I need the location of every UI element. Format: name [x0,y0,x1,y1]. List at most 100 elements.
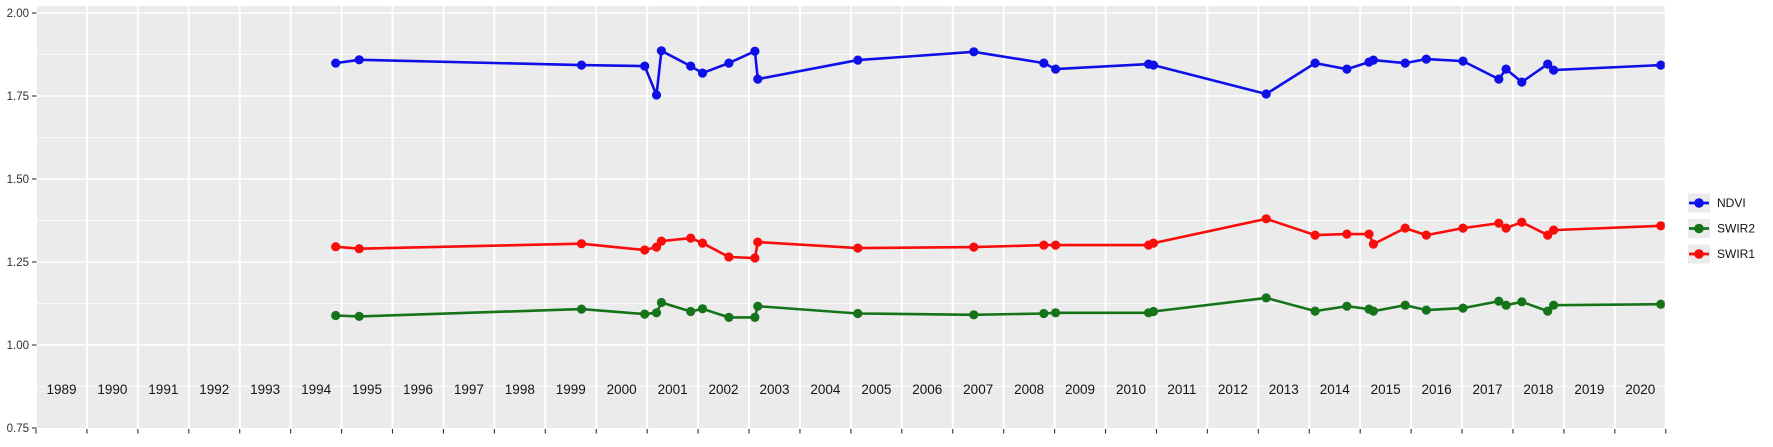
swir2-point [1400,300,1410,310]
year-label: 2010 [1116,382,1146,397]
y-axis-label: 1.00 [7,340,29,352]
swir2-point [697,304,708,314]
year-label: 1991 [148,382,178,397]
ndvi-point [1656,60,1665,70]
swir2-point [1517,297,1527,307]
swir2-point [750,312,760,322]
swir1-point [1310,230,1320,240]
year-panel [87,6,137,428]
swir2-point [1051,308,1061,318]
year-panel [1513,6,1563,428]
swir2-point [1342,301,1352,311]
year-label: 2019 [1574,382,1604,397]
swir2-point [1421,305,1431,315]
year-panel [1564,6,1614,428]
legend: NDVI SWIR2 SWIR1 [1688,193,1755,264]
ndvi-point [1039,58,1049,68]
year-label: 2007 [963,382,993,397]
y-axis-label: 0.75 [7,423,29,435]
swir1-point [1501,223,1511,233]
ndvi-point [750,46,760,56]
swir2-point [724,312,734,322]
swir2-point [1368,306,1378,316]
year-label: 2002 [709,382,739,397]
swir2-point [1494,296,1504,306]
ndvi-point [1517,77,1527,87]
year-label: 2011 [1167,382,1196,397]
swir1-point [1549,225,1559,235]
year-panel [444,6,494,428]
year-strip-labels: 1989 1990 1991 1992 1993 1994 1995 1996 1997 1998… [46,382,1655,397]
legend-label-ndvi: NDVI [1717,196,1746,210]
year-label: 1990 [97,382,127,397]
year-panel [495,6,545,428]
y-axis-label: 1.50 [7,174,29,186]
year-label: 1995 [352,382,382,397]
swir2-point [331,310,341,321]
swir2-point [1310,306,1320,316]
swir1-point [1342,229,1352,239]
swir1-point [1421,230,1431,240]
swir1-point [1494,218,1504,228]
swir2-point [853,308,863,319]
year-panel [1615,6,1665,428]
ndvi-point [1494,74,1504,84]
year-panel [648,6,698,428]
year-label: 1993 [250,382,280,397]
y-axis-label: 1.25 [7,257,29,269]
year-panel [37,6,86,428]
year-panel [1004,6,1054,428]
year-panel [393,6,443,428]
year-label: 1989 [46,382,76,397]
swir1-point [753,237,763,247]
year-label: 2005 [861,382,891,397]
swir2-point [1148,306,1159,317]
year-panel [1310,6,1360,428]
swir1-point [724,252,734,262]
y-axis-label: 2.00 [7,8,29,20]
ndvi-point [576,60,587,70]
swir2-point [656,297,667,308]
facet-panels [37,6,1665,428]
swir1-point [697,238,708,248]
data-series [331,46,1665,322]
year-label: 2020 [1625,382,1655,397]
year-panel [1412,6,1462,428]
year-panel [291,6,341,428]
ndvi-point [853,55,863,65]
swir2-point [1543,306,1553,316]
year-panel [189,6,239,428]
legend-label-swir2: SWIR2 [1717,222,1755,236]
swir1-point [576,239,587,249]
ndvi-point [656,46,667,56]
swir2-point [1549,300,1559,310]
year-label: 1998 [505,382,535,397]
year-label: 2015 [1371,382,1401,397]
swir1-point [331,242,341,252]
year-label: 2012 [1218,382,1248,397]
year-panel [800,6,850,428]
year-panel [138,6,188,428]
ndvi-point [1421,54,1431,64]
year-label: 2013 [1269,382,1299,397]
ndvi-point [686,61,696,71]
ndvi-point [969,47,979,57]
ndvi-point [697,68,708,78]
year-label: 2016 [1422,382,1452,397]
year-panel [699,6,749,428]
year-panel [1463,6,1512,428]
swir1-point [1458,223,1468,233]
swir2-point [1458,303,1468,313]
swir2-point [969,310,979,320]
year-panel [851,6,901,428]
swir1-point [1517,217,1527,227]
ndvi-point [640,61,650,71]
year-panel [1361,6,1411,428]
ndvi-point [1368,55,1378,65]
ndvi-point [1549,65,1559,75]
legend-key-point [1694,249,1704,259]
ndvi-point [1148,60,1159,70]
year-label: 2001 [658,382,688,397]
swir2-point [686,306,696,317]
